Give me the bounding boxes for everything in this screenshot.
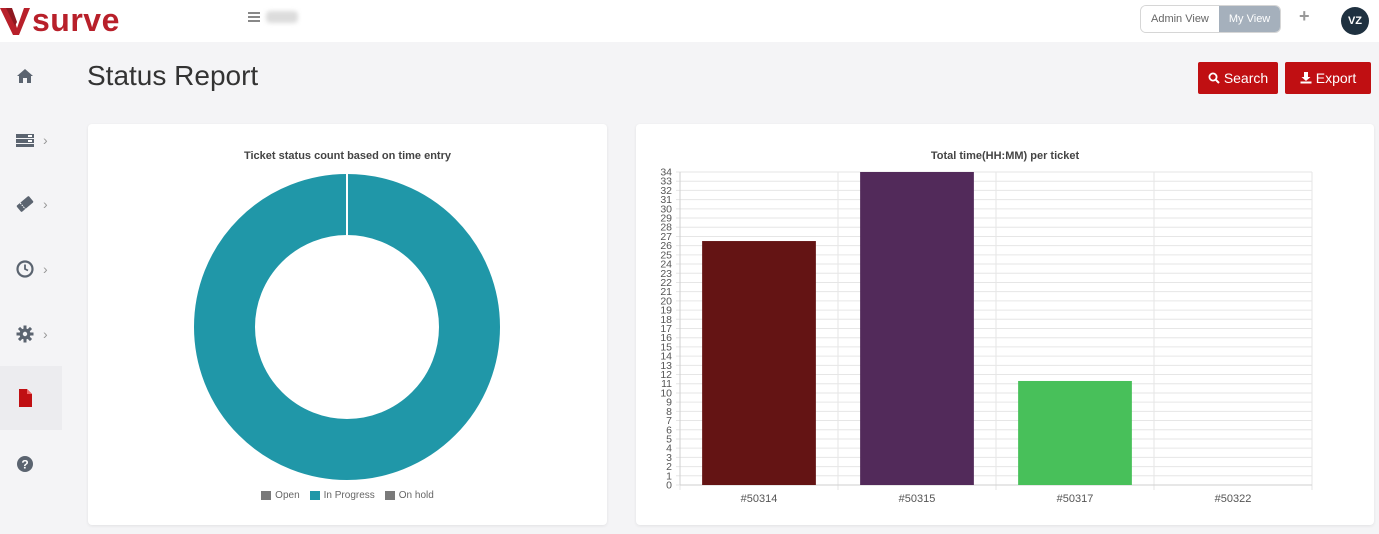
x-tick-label: #50322 <box>1215 493 1252 505</box>
y-tick-label: 22 <box>660 277 672 289</box>
server-icon <box>16 134 34 147</box>
y-tick-label: 31 <box>660 194 672 206</box>
app-logo[interactable]: surve <box>0 0 120 36</box>
y-tick-label: 24 <box>660 259 672 271</box>
home-icon <box>17 69 33 83</box>
y-tick-label: 30 <box>660 203 672 215</box>
y-tick-label: 1 <box>666 470 672 482</box>
legend-item[interactable]: In Progress <box>309 490 375 501</box>
sidebar-item-help[interactable]: ? <box>0 432 62 496</box>
legend-swatch <box>384 491 395 500</box>
legend-label: Open <box>275 490 300 501</box>
sidebar: › › › <box>0 42 62 534</box>
y-tick-label: 17 <box>660 323 672 335</box>
bar-50317[interactable] <box>1018 380 1132 485</box>
export-button-label: Export <box>1315 70 1357 86</box>
y-tick-label: 2 <box>666 461 672 473</box>
my-view-button[interactable]: My View <box>1218 6 1281 32</box>
search-button[interactable]: Search <box>1198 62 1278 94</box>
download-icon <box>1300 72 1312 84</box>
logo-v-mark <box>0 8 30 35</box>
clock-icon <box>16 260 34 278</box>
chevron-right-icon: › <box>43 132 48 148</box>
y-tick-label: 33 <box>660 176 672 188</box>
y-tick-label: 7 <box>666 415 672 427</box>
report-file-icon <box>19 389 32 407</box>
y-tick-label: 4 <box>666 443 672 455</box>
legend-item[interactable]: On hold <box>384 490 434 501</box>
breadcrumb-redacted <box>266 11 298 23</box>
page-title: Status Report <box>87 60 259 91</box>
y-tick-label: 20 <box>660 295 672 307</box>
x-tick-label: #50314 <box>741 493 778 505</box>
bar-chart: 0123456789101112131415161718192021222324… <box>660 167 1313 505</box>
legend-swatch <box>261 491 272 500</box>
y-tick-label: 11 <box>661 378 672 390</box>
y-tick-label: 26 <box>660 240 672 252</box>
gear-icon <box>16 325 34 343</box>
donut-chart <box>194 174 500 480</box>
chevron-right-icon: › <box>43 261 48 277</box>
sidebar-item-time[interactable]: › <box>0 237 62 301</box>
sidebar-item-tickets[interactable]: › <box>0 172 62 236</box>
donut-slice-in-progress[interactable] <box>194 174 500 480</box>
user-avatar[interactable]: VZ <box>1341 7 1369 35</box>
export-button[interactable]: Export <box>1285 62 1371 94</box>
search-icon <box>1208 72 1220 84</box>
search-button-label: Search <box>1223 70 1269 86</box>
y-tick-label: 27 <box>660 231 672 243</box>
y-tick-label: 6 <box>666 424 672 436</box>
sidebar-item-reports[interactable] <box>0 366 62 430</box>
y-tick-label: 29 <box>660 213 672 225</box>
y-tick-label: 16 <box>660 332 672 344</box>
legend-label: On hold <box>398 490 434 501</box>
y-tick-label: 18 <box>660 314 672 326</box>
admin-view-button[interactable]: Admin View <box>1141 6 1219 32</box>
ticket-icon <box>16 196 34 212</box>
y-tick-label: 23 <box>660 268 672 280</box>
svg-text:?: ? <box>21 458 28 472</box>
y-tick-label: 13 <box>660 360 672 372</box>
y-tick-label: 3 <box>666 452 672 464</box>
legend-swatch <box>309 491 320 500</box>
help-icon: ? <box>17 456 33 472</box>
legend-item[interactable]: Open <box>261 490 300 501</box>
donut-chart-title: Ticket status count based on time entry <box>243 150 451 162</box>
bar-50315[interactable] <box>860 172 974 485</box>
sidebar-item-servers[interactable]: › <box>0 108 62 172</box>
y-tick-label: 28 <box>660 222 672 234</box>
y-tick-label: 32 <box>660 185 672 197</box>
y-tick-label: 19 <box>660 305 672 317</box>
x-tick-label: #50315 <box>899 493 936 505</box>
sidebar-item-settings[interactable]: › <box>0 302 62 366</box>
y-tick-label: 21 <box>660 286 672 298</box>
sidebar-item-home[interactable] <box>0 44 62 108</box>
view-toggle: Admin View My View <box>1140 5 1282 33</box>
y-tick-label: 12 <box>660 369 672 381</box>
y-tick-label: 34 <box>660 167 672 179</box>
chevron-right-icon: › <box>43 326 48 342</box>
y-tick-label: 8 <box>666 406 672 418</box>
add-icon[interactable]: + <box>1299 6 1310 26</box>
donut-chart-card: Ticket status count based on time entry … <box>88 124 607 525</box>
legend-label: In Progress <box>323 490 375 501</box>
x-tick-label: #50317 <box>1057 493 1094 505</box>
y-tick-label: 5 <box>666 433 672 445</box>
y-tick-label: 14 <box>660 351 672 363</box>
donut-legend: Open In Progress On hold <box>88 490 607 501</box>
top-bar: surve Admin View My View + VZ <box>0 0 1379 42</box>
chevron-right-icon: › <box>43 196 48 212</box>
bar-50314[interactable] <box>702 241 816 485</box>
logo-text: surve <box>32 2 120 38</box>
y-tick-label: 15 <box>660 341 672 353</box>
y-tick-label: 25 <box>660 249 672 261</box>
y-tick-label: 10 <box>660 387 672 399</box>
y-tick-label: 0 <box>666 480 672 492</box>
y-tick-label: 9 <box>666 397 672 409</box>
menu-toggle-icon[interactable] <box>248 12 260 22</box>
bar-chart-title: Total time(HH:MM) per ticket <box>930 150 1080 162</box>
